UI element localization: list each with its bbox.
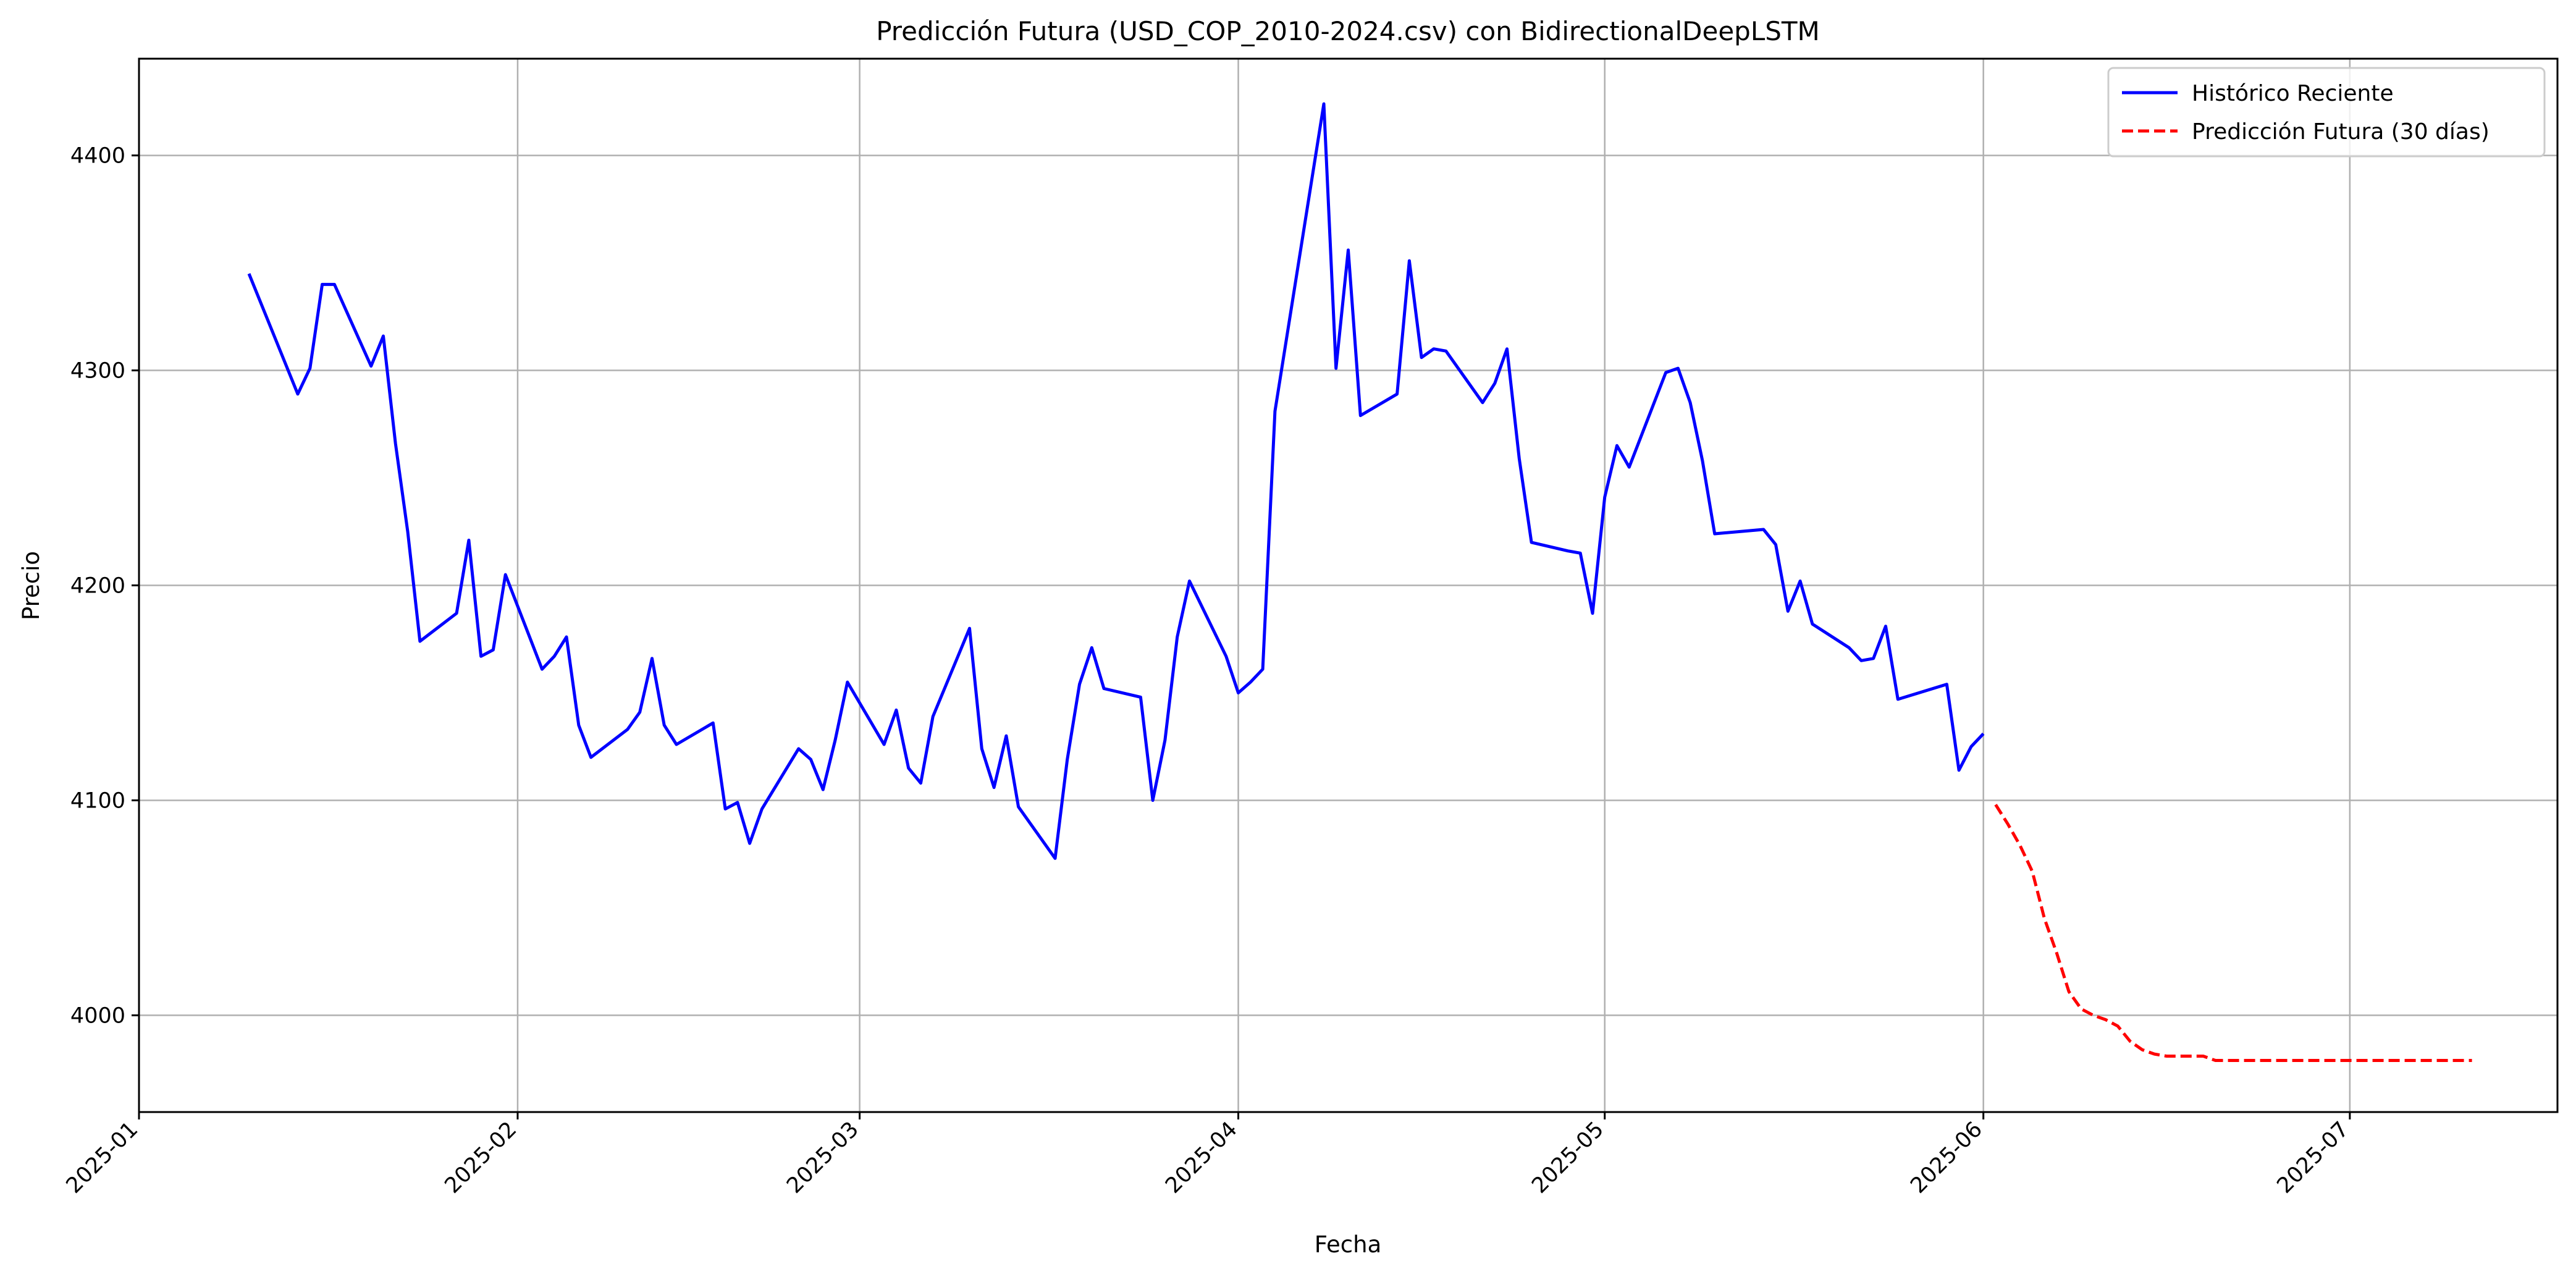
series-line-1 [1994, 804, 2472, 1062]
series-lines [247, 102, 2472, 1062]
y-axis-label: Precio [18, 551, 44, 620]
y-tick-label: 4000 [70, 1003, 125, 1028]
legend: Histórico Reciente Predicción Futura (30… [2107, 67, 2546, 158]
chart-title: Predicción Futura (USD_COP_2010-2024.csv… [876, 16, 1820, 46]
x-axis-label: Fecha [1315, 1231, 1382, 1258]
grid-lines [138, 59, 2557, 1112]
legend-label-prediccion: Predicción Futura (30 días) [2192, 119, 2490, 145]
y-tick-label: 4200 [70, 574, 125, 599]
series-line-0 [247, 102, 1985, 860]
y-tick-label: 4100 [70, 788, 125, 813]
y-tick-label: 4400 [70, 144, 125, 169]
y-tick-label: 4300 [70, 359, 125, 384]
legend-label-historico: Histórico Reciente [2192, 81, 2394, 106]
legend-box [2107, 67, 2546, 158]
